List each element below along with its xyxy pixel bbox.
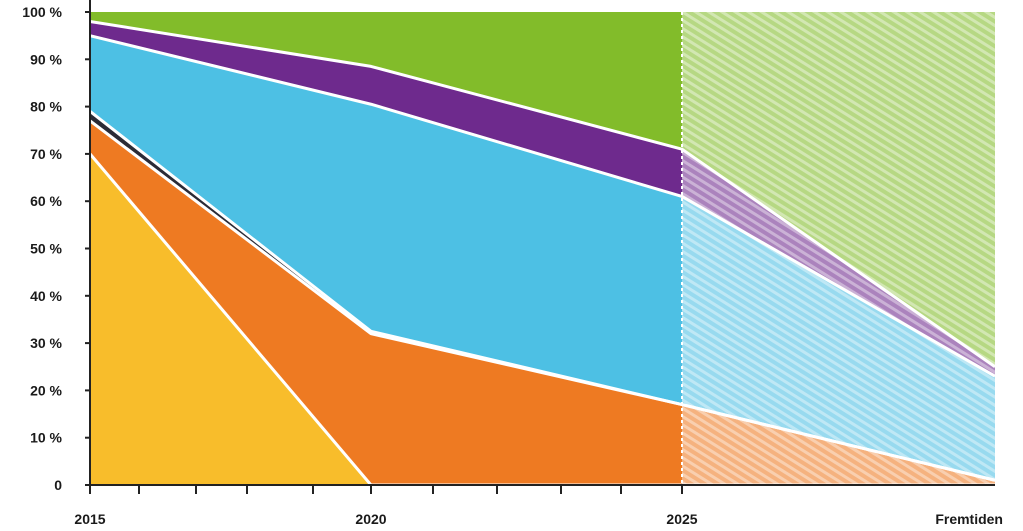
y-tick-label: 30 % <box>30 335 62 351</box>
y-tick-label: 10 % <box>30 430 62 446</box>
area-series-5-projection <box>682 149 995 377</box>
series-boundary-3 <box>89 110 996 482</box>
x-tick-label: 2020 <box>355 511 386 527</box>
x-tick-label: Fremtiden <box>935 511 1003 527</box>
projection-hatch-layer <box>682 12 995 485</box>
y-tick-label: 20 % <box>30 382 62 398</box>
area-series-4-projection <box>682 196 995 481</box>
y-tick-label: 100 % <box>22 4 62 20</box>
x-tick-label: 2015 <box>74 511 105 527</box>
y-tick-label: 90 % <box>30 51 62 67</box>
area-series-2 <box>90 120 995 485</box>
y-tick-label: 0 <box>54 477 62 493</box>
y-tick-label: 40 % <box>30 288 62 304</box>
x-tick-label: 2025 <box>666 511 697 527</box>
area-series-1 <box>90 153 995 485</box>
area-series-6-projection <box>682 12 995 367</box>
series-boundary-4 <box>89 34 996 378</box>
series-boundary-5 <box>89 19 996 368</box>
y-tick-label: 60 % <box>30 193 62 209</box>
y-tick-label: 50 % <box>30 241 62 257</box>
y-tick-label: 80 % <box>30 99 62 115</box>
axes: 0 10 % 20 % 30 % 40 % 50 % 60 % 70 % 80 % 90 % 100… <box>22 0 1003 527</box>
series-boundaries <box>88 12 996 487</box>
y-tick-label: 70 % <box>30 146 62 162</box>
